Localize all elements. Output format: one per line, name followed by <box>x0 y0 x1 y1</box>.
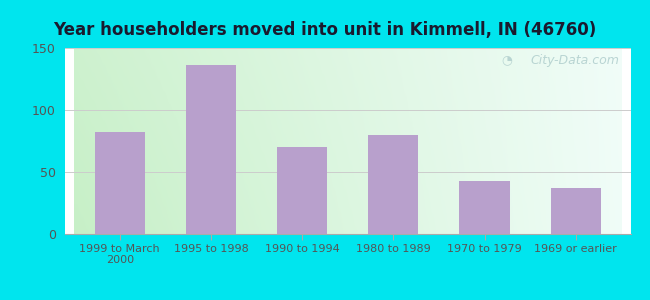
Bar <box>186 65 236 234</box>
Bar <box>551 188 601 234</box>
Bar <box>95 132 145 234</box>
Bar <box>277 147 327 234</box>
Text: Year householders moved into unit in Kimmell, IN (46760): Year householders moved into unit in Kim… <box>53 21 597 39</box>
Text: City-Data.com: City-Data.com <box>530 54 619 67</box>
Text: ◔: ◔ <box>501 54 512 67</box>
Bar <box>460 181 510 234</box>
Bar <box>369 135 419 234</box>
